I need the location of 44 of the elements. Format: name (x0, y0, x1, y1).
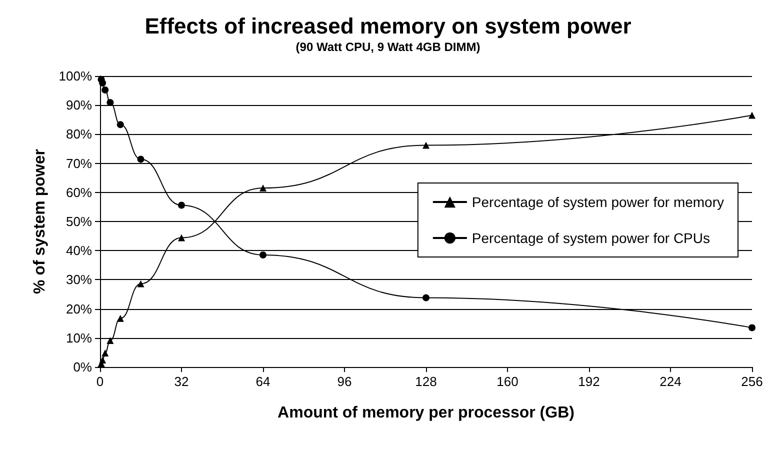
point (106, 98, 114, 106)
point (422, 294, 430, 302)
point (102, 350, 109, 357)
point (748, 324, 756, 332)
y-tick-label: 60% (66, 184, 92, 200)
y-tick-label: 10% (66, 330, 92, 346)
legend-label: Percentage of system power for CPUs (472, 230, 710, 246)
point (178, 234, 185, 242)
y-tick-label: 40% (66, 243, 92, 258)
x-axis-title: Amount of memory per processor (GB) (278, 404, 574, 422)
y-tick-label: 0% (73, 360, 92, 374)
point (260, 251, 266, 258)
x-tick-label: 256 (741, 374, 763, 389)
point (116, 314, 124, 322)
point (116, 121, 124, 128)
x-tick-label: 160 (496, 374, 518, 389)
point (102, 86, 109, 94)
y-tick-label: 20% (66, 301, 92, 316)
y-tick-label: 70% (66, 156, 92, 171)
point (422, 142, 430, 149)
point (106, 337, 114, 344)
x-tick-label: 0 (96, 374, 104, 389)
x-tick-label: 128 (415, 374, 437, 389)
y-tick-label: 30% (66, 272, 92, 288)
chart-subtitle: (90 Watt CPU, 9 Watt 4GB DIMM) (296, 40, 480, 54)
y-tick-label: 90% (66, 98, 92, 113)
x-tick-label: 192 (578, 374, 600, 389)
y-tick-label: 100% (58, 68, 92, 84)
x-tick-label: 96 (337, 374, 352, 389)
point (178, 202, 185, 209)
x-tick-label: 32 (174, 374, 189, 389)
legend-label: Percentage of system power for memory (472, 194, 724, 210)
point (137, 156, 144, 163)
point (748, 112, 756, 119)
point (99, 356, 106, 364)
x-tick-label: 64 (256, 374, 270, 389)
point (137, 280, 144, 288)
point (99, 79, 106, 86)
y-tick-label: 80% (66, 126, 92, 142)
y-tick-label: 50% (66, 214, 92, 229)
y-axis-title: % of system power (31, 149, 48, 294)
x-tick-label: 224 (660, 374, 682, 389)
chart-title: Effects of increased memory on system power (144, 14, 632, 38)
point (260, 184, 266, 192)
